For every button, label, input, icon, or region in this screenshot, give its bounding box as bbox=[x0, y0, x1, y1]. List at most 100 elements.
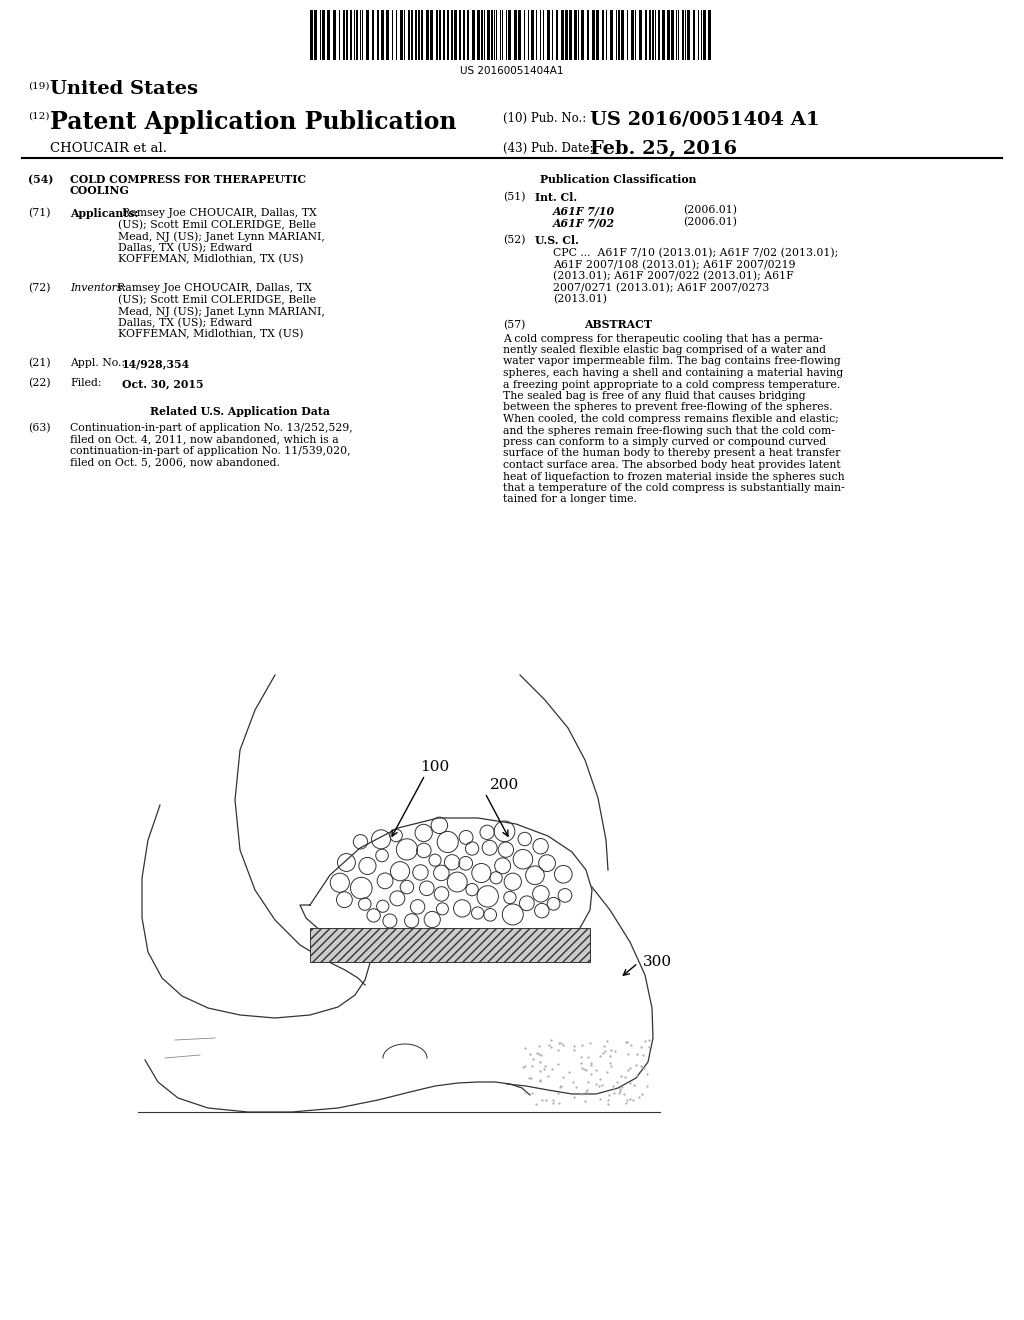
Bar bbox=[421, 11, 423, 59]
Bar bbox=[408, 11, 410, 59]
Text: surface of the human body to thereby present a heat transfer: surface of the human body to thereby pre… bbox=[503, 449, 841, 458]
Bar bbox=[645, 11, 647, 59]
Text: 200: 200 bbox=[490, 777, 519, 792]
Bar bbox=[406, 11, 408, 59]
Bar bbox=[374, 11, 377, 59]
Bar bbox=[587, 11, 589, 59]
Text: CHOUCAIR et al.: CHOUCAIR et al. bbox=[50, 143, 167, 154]
Text: CPC ...  A61F 7/10 (2013.01); A61F 7/02 (2013.01);: CPC ... A61F 7/10 (2013.01); A61F 7/02 (… bbox=[553, 248, 839, 259]
Bar bbox=[430, 11, 433, 59]
Bar bbox=[636, 11, 639, 59]
Bar bbox=[658, 11, 660, 59]
Text: A61F 7/02: A61F 7/02 bbox=[553, 216, 615, 228]
Bar bbox=[521, 11, 524, 59]
Bar bbox=[671, 11, 674, 59]
Bar bbox=[537, 11, 540, 59]
Text: 14/928,354: 14/928,354 bbox=[122, 358, 190, 370]
Bar bbox=[397, 11, 400, 59]
Bar bbox=[317, 11, 319, 59]
Bar bbox=[325, 11, 327, 59]
Bar bbox=[449, 11, 451, 59]
Bar bbox=[613, 11, 616, 59]
Bar bbox=[558, 11, 561, 59]
Text: a freezing point appropriate to a cold compress temperature.: a freezing point appropriate to a cold c… bbox=[503, 380, 841, 389]
Bar bbox=[572, 11, 574, 59]
Text: The sealed bag is free of any fluid that causes bridging: The sealed bag is free of any fluid that… bbox=[503, 391, 806, 401]
Text: (43) Pub. Date:: (43) Pub. Date: bbox=[503, 143, 594, 154]
Bar bbox=[531, 11, 534, 59]
Bar bbox=[467, 11, 469, 59]
Bar bbox=[330, 11, 333, 59]
Text: Applicants:: Applicants: bbox=[70, 209, 138, 219]
Text: Feb. 25, 2016: Feb. 25, 2016 bbox=[590, 140, 737, 158]
Bar bbox=[660, 11, 662, 59]
Bar bbox=[584, 11, 587, 59]
Bar bbox=[592, 11, 595, 59]
Bar bbox=[610, 11, 613, 59]
Text: Ramsey Joe CHOUCAIR, Dallas, TX: Ramsey Joe CHOUCAIR, Dallas, TX bbox=[117, 282, 311, 293]
Bar bbox=[465, 11, 467, 59]
Bar bbox=[604, 11, 606, 59]
Bar bbox=[487, 11, 490, 59]
Bar bbox=[656, 11, 658, 59]
Text: nently sealed flexible elastic bag comprised of a water and: nently sealed flexible elastic bag compr… bbox=[503, 345, 826, 355]
Text: (10) Pub. No.:: (10) Pub. No.: bbox=[503, 112, 587, 125]
Bar bbox=[322, 11, 325, 59]
Bar bbox=[553, 11, 556, 59]
Bar bbox=[348, 11, 350, 59]
Bar bbox=[639, 11, 642, 59]
Text: (2013.01); A61F 2007/022 (2013.01); A61F: (2013.01); A61F 2007/022 (2013.01); A61F bbox=[553, 271, 794, 281]
Bar bbox=[687, 11, 690, 59]
Bar bbox=[647, 11, 649, 59]
Text: spheres, each having a shell and containing a material having: spheres, each having a shell and contain… bbox=[503, 368, 843, 378]
Text: heat of liquefaction to frozen material inside the spheres such: heat of liquefaction to frozen material … bbox=[503, 471, 845, 482]
Text: Ramsey Joe CHOUCAIR, Dallas, TX: Ramsey Joe CHOUCAIR, Dallas, TX bbox=[122, 209, 316, 218]
Bar bbox=[556, 11, 558, 59]
Bar bbox=[667, 11, 670, 59]
Text: press can conform to a simply curved or compound curved: press can conform to a simply curved or … bbox=[503, 437, 826, 447]
Bar bbox=[574, 11, 577, 59]
Bar bbox=[461, 11, 463, 59]
Bar bbox=[372, 11, 374, 59]
Bar bbox=[497, 11, 500, 59]
Text: (54): (54) bbox=[28, 174, 53, 185]
Text: (22): (22) bbox=[28, 378, 50, 388]
Text: Int. Cl.: Int. Cl. bbox=[535, 191, 578, 203]
Text: United States: United States bbox=[50, 81, 198, 98]
Bar bbox=[356, 11, 358, 59]
Bar bbox=[508, 11, 511, 59]
Text: (63): (63) bbox=[28, 422, 50, 433]
Bar bbox=[477, 11, 480, 59]
Bar bbox=[336, 11, 339, 59]
Bar bbox=[381, 11, 384, 59]
Bar bbox=[706, 11, 708, 59]
Bar bbox=[589, 11, 592, 59]
Bar bbox=[343, 11, 345, 59]
Bar bbox=[327, 11, 330, 59]
Text: US 2016/0051404 A1: US 2016/0051404 A1 bbox=[590, 110, 819, 128]
Text: filed on Oct. 5, 2006, now abandoned.: filed on Oct. 5, 2006, now abandoned. bbox=[70, 458, 280, 467]
Bar bbox=[377, 11, 379, 59]
Bar bbox=[400, 11, 403, 59]
Polygon shape bbox=[300, 818, 592, 960]
Bar bbox=[386, 11, 389, 59]
Text: (US); Scott Emil COLERIDGE, Belle: (US); Scott Emil COLERIDGE, Belle bbox=[118, 219, 316, 230]
Bar bbox=[599, 11, 602, 59]
Text: A61F 2007/108 (2013.01); A61F 2007/0219: A61F 2007/108 (2013.01); A61F 2007/0219 bbox=[553, 260, 796, 269]
Bar bbox=[443, 11, 445, 59]
Bar bbox=[699, 11, 701, 59]
Bar bbox=[389, 11, 392, 59]
Text: KOFFEMAN, Midlothian, TX (US): KOFFEMAN, Midlothian, TX (US) bbox=[118, 253, 303, 264]
Bar bbox=[534, 11, 536, 59]
Bar bbox=[314, 11, 317, 59]
Text: (21): (21) bbox=[28, 358, 50, 368]
Text: ABSTRACT: ABSTRACT bbox=[584, 319, 652, 330]
Text: 300: 300 bbox=[643, 954, 672, 969]
Text: Filed:: Filed: bbox=[70, 378, 101, 388]
Bar bbox=[711, 11, 714, 59]
Bar bbox=[413, 11, 415, 59]
Text: between the spheres to prevent free-flowing of the spheres.: between the spheres to prevent free-flow… bbox=[503, 403, 833, 412]
Text: that a temperature of the cold compress is substantially main-: that a temperature of the cold compress … bbox=[503, 483, 845, 492]
Text: filed on Oct. 4, 2011, now abandoned, which is a: filed on Oct. 4, 2011, now abandoned, wh… bbox=[70, 434, 339, 445]
Text: Dallas, TX (US); Edward: Dallas, TX (US); Edward bbox=[118, 318, 252, 327]
